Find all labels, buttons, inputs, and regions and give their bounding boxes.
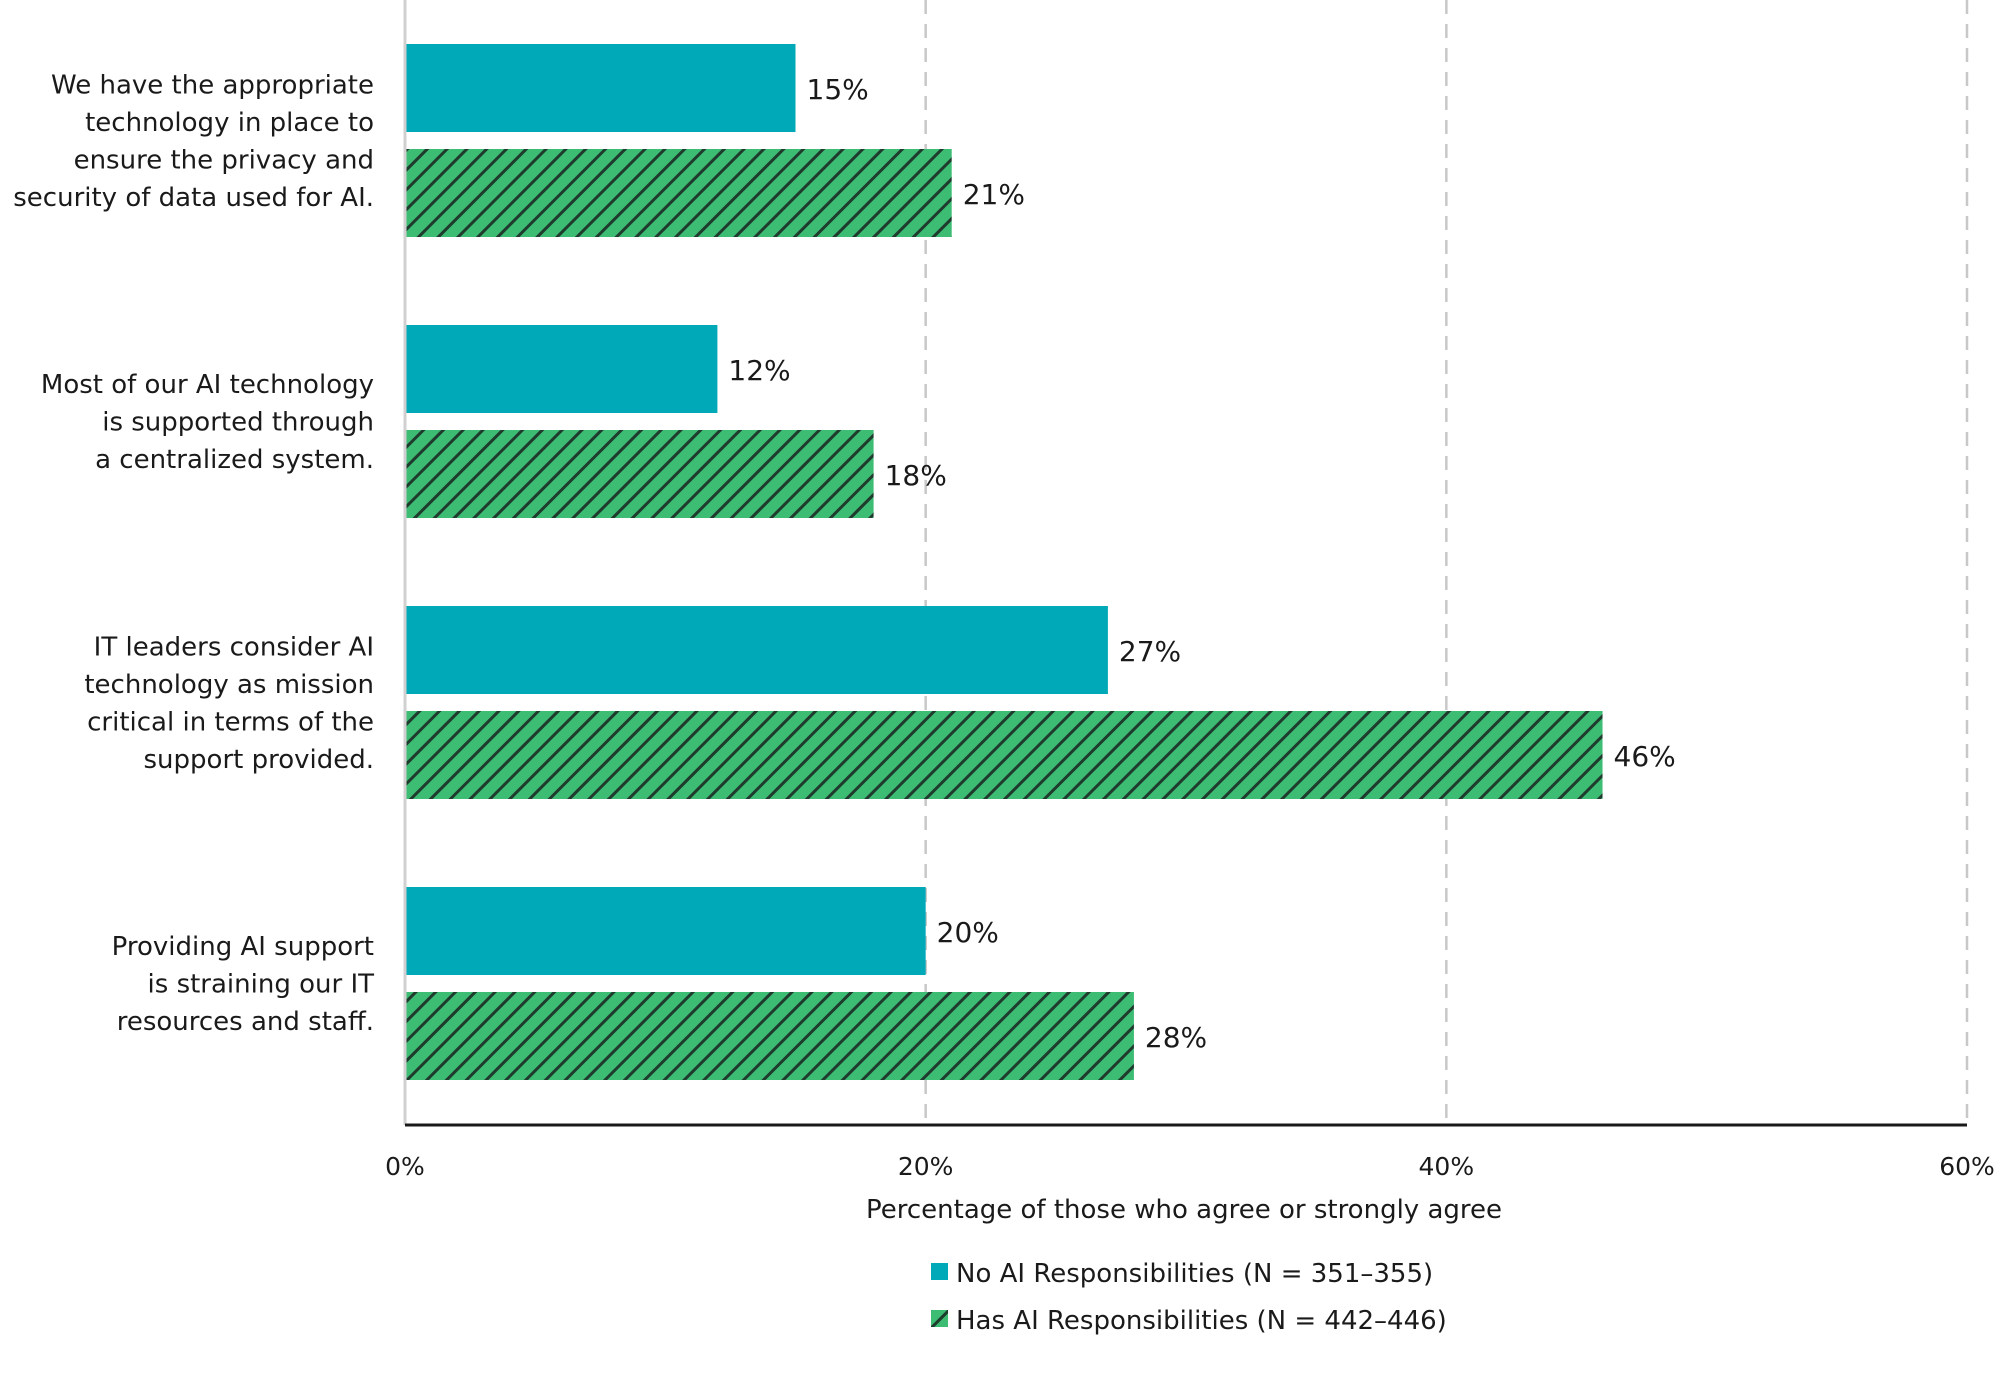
x-tick-label: 20%	[898, 1152, 954, 1181]
data-label: 12%	[728, 354, 790, 387]
legend-label: No AI Responsibilities (N = 351–355)	[956, 1259, 1433, 1289]
legend-swatch-has-ai	[931, 1310, 948, 1327]
bar-has-ai-responsibilities	[405, 430, 874, 518]
bar-no-ai-responsibilities	[405, 887, 926, 975]
data-label: 28%	[1145, 1021, 1207, 1054]
bar-has-ai-responsibilities	[405, 992, 1134, 1080]
data-label: 18%	[885, 459, 947, 492]
data-label: 20%	[937, 916, 999, 949]
category-label: Providing AI support is straining our IT r…	[112, 932, 374, 1037]
bar-has-ai-responsibilities	[405, 149, 952, 237]
data-label: 46%	[1614, 740, 1676, 773]
data-label: 15%	[807, 73, 869, 106]
bar-no-ai-responsibilities	[405, 606, 1108, 694]
category-label: IT leaders consider AI technology as miss…	[84, 632, 374, 775]
data-label: 27%	[1119, 635, 1181, 668]
bar-no-ai-responsibilities	[405, 325, 718, 413]
grid-lines	[924, 0, 1969, 1125]
bar-has-ai-responsibilities	[405, 711, 1603, 799]
x-tick-label: 0%	[385, 1152, 425, 1181]
category-label: Most of our AI technology is supported th…	[41, 370, 374, 475]
x-tick-label: 40%	[1419, 1152, 1475, 1181]
data-label: 21%	[963, 178, 1025, 211]
bar-no-ai-responsibilities	[405, 44, 796, 132]
x-tick-label: 60%	[1939, 1152, 1995, 1181]
legend: No AI Responsibilities (N = 351–355) Has …	[931, 1259, 1447, 1336]
axes: 0% 20% 40% 60% Percentage of those who agree…	[385, 0, 1995, 1225]
legend-swatch-no-ai	[931, 1263, 948, 1280]
x-axis-title: Percentage of those who agree or strongl…	[866, 1195, 1502, 1225]
category-labels: We have the appropriate technology in pla…	[13, 70, 374, 1037]
category-label: We have the appropriate technology in pla…	[13, 70, 374, 213]
bars: 15% 21% 12% 18% 27% 46% 20% 28%	[405, 44, 1676, 1080]
legend-label: Has AI Responsibilities (N = 442–446)	[956, 1306, 1447, 1336]
